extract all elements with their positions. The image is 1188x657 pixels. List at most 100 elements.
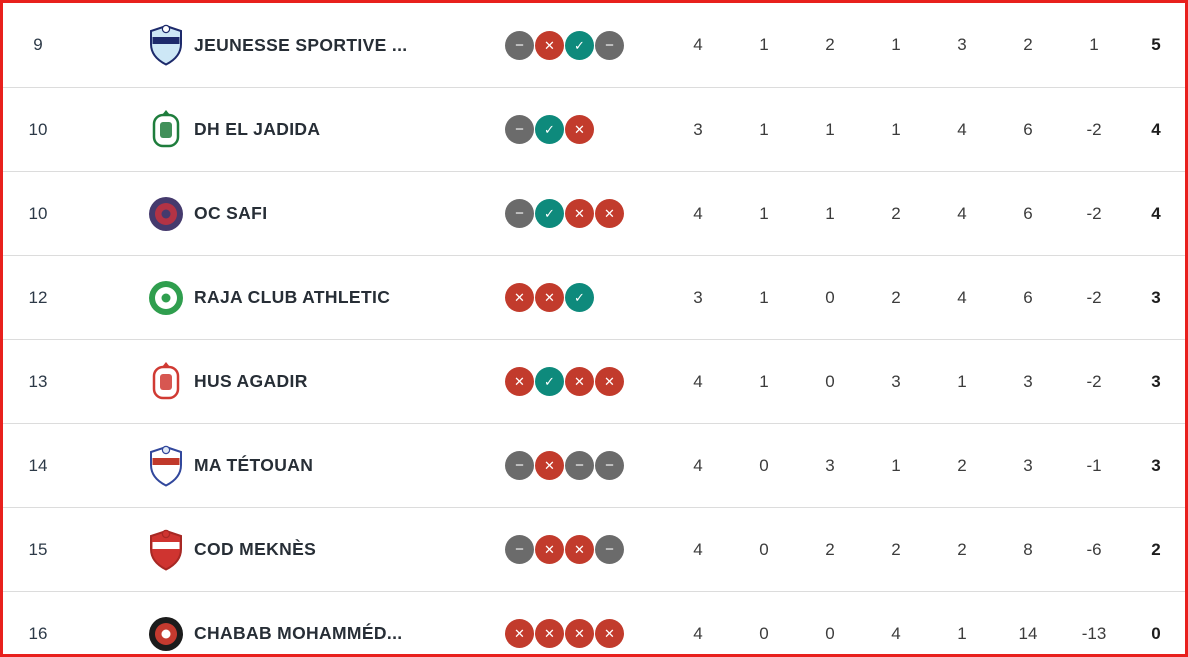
form-win-icon[interactable]: ✓ — [535, 115, 564, 144]
club-logo — [73, 276, 193, 320]
stat-goals-against: 6 — [1023, 119, 1033, 139]
club-name[interactable]: HUS AGADIR — [194, 371, 308, 391]
stat-goals-against: 3 — [1023, 371, 1033, 391]
club-name[interactable]: COD MEKNÈS — [194, 539, 317, 559]
form-draw-icon[interactable]: − — [595, 451, 624, 480]
table-row[interactable]: 15 COD MEKNÈS − ✕ ✕ − 4 0 2 2 2 8 -6 2 — [3, 507, 1185, 591]
form-loss-icon[interactable]: ✕ — [535, 283, 564, 312]
stat-draws: 2 — [825, 35, 835, 54]
form-loss-icon[interactable]: ✕ — [535, 619, 564, 648]
stat-losses: 1 — [891, 119, 901, 139]
stat-wins: 1 — [759, 203, 769, 223]
stat-goals-for: 2 — [957, 539, 967, 559]
form-indicators: ✕ ✕ ✕ ✕ — [505, 619, 665, 648]
rank: 12 — [28, 287, 48, 307]
stat-points: 3 — [1151, 371, 1161, 391]
form-loss-icon[interactable]: ✕ — [505, 619, 534, 648]
stat-goal-diff: -2 — [1086, 119, 1102, 139]
form-loss-icon[interactable]: ✕ — [535, 451, 564, 480]
stat-goal-diff: -1 — [1086, 455, 1102, 475]
stat-goals-against: 6 — [1023, 287, 1033, 307]
stat-wins: 0 — [759, 455, 769, 475]
stat-goals-against: 8 — [1023, 539, 1033, 559]
stat-draws: 0 — [825, 287, 835, 307]
form-draw-icon[interactable]: − — [505, 115, 534, 144]
form-win-icon[interactable]: ✓ — [565, 283, 594, 312]
stat-played: 3 — [693, 119, 703, 139]
form-loss-icon[interactable]: ✕ — [565, 535, 594, 564]
table-row[interactable]: 14 MA TÉTOUAN − ✕ − − 4 0 3 1 2 3 -1 3 — [3, 423, 1185, 507]
form-indicators: − ✓ ✕ ✕ — [505, 199, 665, 228]
form-draw-icon[interactable]: − — [595, 535, 624, 564]
stat-losses: 2 — [891, 287, 901, 307]
form-win-icon[interactable]: ✓ — [535, 199, 564, 228]
table-row[interactable]: 10 DH EL JADIDA − ✓ ✕ 3 1 1 1 4 6 -2 4 — [3, 87, 1185, 171]
form-draw-icon[interactable]: − — [565, 451, 594, 480]
form-draw-icon[interactable]: − — [505, 30, 534, 60]
stat-goal-diff: -2 — [1086, 287, 1102, 307]
stat-draws: 1 — [825, 119, 835, 139]
form-indicators: ✕ ✕ ✓ — [505, 283, 665, 312]
stat-goals-for: 1 — [957, 623, 967, 643]
stat-losses: 2 — [891, 539, 901, 559]
stat-points: 5 — [1151, 35, 1161, 54]
rank: 9 — [33, 35, 43, 54]
form-win-icon[interactable]: ✓ — [535, 367, 564, 396]
stat-played: 3 — [693, 287, 703, 307]
stat-losses: 3 — [891, 371, 901, 391]
stat-draws: 2 — [825, 539, 835, 559]
form-indicators: − ✕ ✓ − — [505, 30, 665, 60]
club-logo — [73, 192, 193, 236]
table-row[interactable]: 16 CHABAB MOHAMMÉD... ✕ ✕ ✕ ✕ 4 0 0 4 1 14 … — [3, 591, 1185, 654]
rank: 13 — [28, 371, 48, 391]
stat-points: 4 — [1151, 119, 1161, 139]
stat-draws: 3 — [825, 455, 835, 475]
stat-goals-for: 4 — [957, 119, 967, 139]
rank: 15 — [28, 539, 48, 559]
stat-wins: 1 — [759, 287, 769, 307]
form-loss-icon[interactable]: ✕ — [505, 283, 534, 312]
form-draw-icon[interactable]: − — [505, 535, 534, 564]
stat-points: 3 — [1151, 287, 1161, 307]
stat-goal-diff: -13 — [1081, 623, 1107, 643]
club-name[interactable]: MA TÉTOUAN — [194, 455, 314, 475]
table-row[interactable]: 13 HUS AGADIR ✕ ✓ ✕ ✕ 4 1 0 3 1 3 -2 3 — [3, 339, 1185, 423]
form-indicators: − ✕ ✕ − — [505, 535, 665, 564]
table-row[interactable]: 9 JEUNESSE SPORTIVE ... − ✕ ✓ − 4 1 2 1 3 2… — [3, 3, 1185, 87]
form-loss-icon[interactable]: ✕ — [565, 115, 594, 144]
stat-losses: 2 — [891, 203, 901, 223]
club-name[interactable]: OC SAFI — [194, 203, 268, 223]
stat-goal-diff: -6 — [1086, 539, 1102, 559]
form-loss-icon[interactable]: ✕ — [595, 367, 624, 396]
club-name[interactable]: DH EL JADIDA — [194, 119, 321, 139]
form-draw-icon[interactable]: − — [595, 30, 624, 60]
stat-wins: 0 — [759, 539, 769, 559]
form-draw-icon[interactable]: − — [505, 451, 534, 480]
form-loss-icon[interactable]: ✕ — [535, 30, 564, 60]
form-indicators: − ✕ − − — [505, 451, 665, 480]
rank: 10 — [28, 119, 48, 139]
form-loss-icon[interactable]: ✕ — [595, 619, 624, 648]
form-loss-icon[interactable]: ✕ — [535, 535, 564, 564]
form-loss-icon[interactable]: ✕ — [565, 199, 594, 228]
form-loss-icon[interactable]: ✕ — [565, 619, 594, 648]
stat-goals-for: 1 — [957, 371, 967, 391]
stat-points: 2 — [1151, 539, 1161, 559]
form-loss-icon[interactable]: ✕ — [565, 367, 594, 396]
club-name[interactable]: CHABAB MOHAMMÉD... — [194, 623, 403, 643]
club-name[interactable]: JEUNESSE SPORTIVE ... — [194, 34, 408, 55]
form-loss-icon[interactable]: ✕ — [595, 199, 624, 228]
form-loss-icon[interactable]: ✕ — [505, 367, 534, 396]
form-draw-icon[interactable]: − — [505, 199, 534, 228]
table-row[interactable]: 12 RAJA CLUB ATHLETIC ✕ ✕ ✓ 3 1 0 2 4 6 -2… — [3, 255, 1185, 339]
stat-draws: 1 — [825, 203, 835, 223]
rank: 10 — [28, 203, 48, 223]
stat-goals-against: 14 — [1018, 623, 1038, 643]
rank: 14 — [28, 455, 48, 475]
club-name[interactable]: RAJA CLUB ATHLETIC — [194, 287, 391, 307]
stat-played: 4 — [693, 371, 703, 391]
table-row[interactable]: 10 OC SAFI − ✓ ✕ ✕ 4 1 1 2 4 6 -2 4 — [3, 171, 1185, 255]
form-win-icon[interactable]: ✓ — [565, 30, 594, 60]
stat-draws: 0 — [825, 371, 835, 391]
stat-points: 4 — [1151, 203, 1161, 223]
